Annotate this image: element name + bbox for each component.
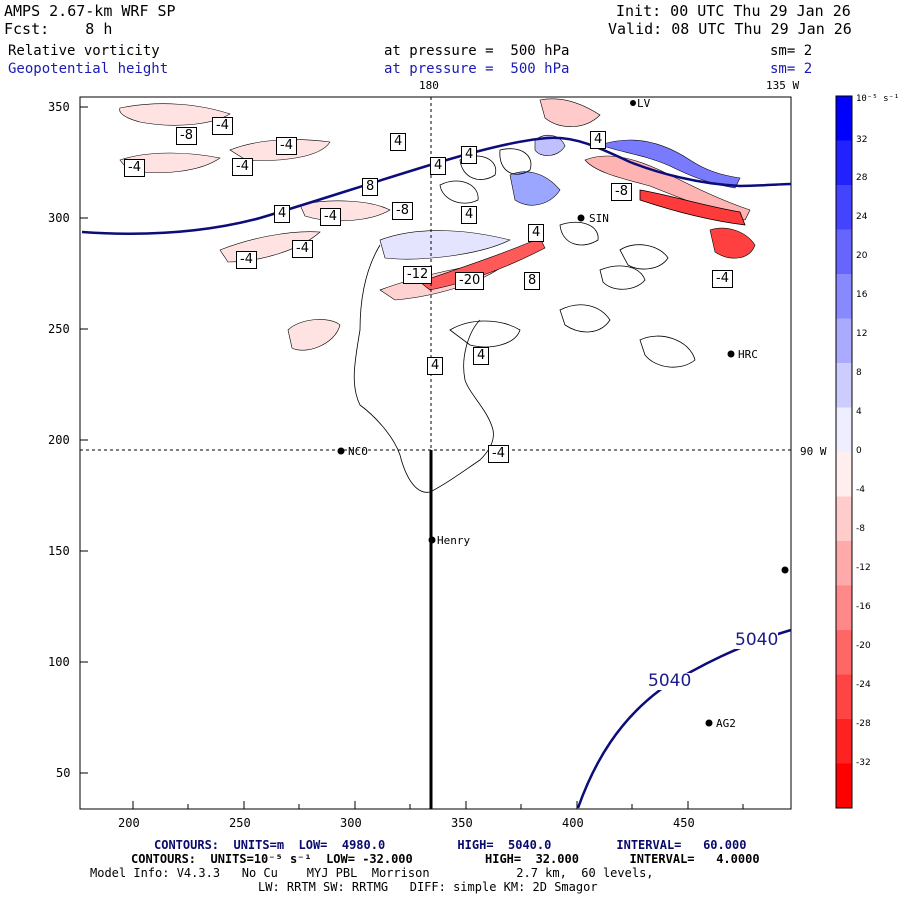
height-label-1: 5040 bbox=[648, 671, 692, 691]
footer-height-info: CONTOURS: UNITS=m LOW= 4980.0 HIGH= 5040… bbox=[154, 838, 747, 852]
x-tick-300: 300 bbox=[340, 816, 362, 830]
vort-label: -8 bbox=[611, 183, 632, 201]
station-ag2-label: AG2 bbox=[716, 717, 736, 730]
plot-frame bbox=[79, 96, 792, 810]
vort-label: 4 bbox=[528, 224, 545, 242]
footer-physics-info: LW: RRTM SW: RRTMG DIFF: simple KM: 2D S… bbox=[258, 880, 598, 894]
station-lv-label: LV bbox=[637, 97, 651, 110]
colorbar-tick-label: 12 bbox=[856, 329, 868, 340]
colorbar-tick-label: 32 bbox=[856, 134, 868, 145]
y-tick-250: 250 bbox=[48, 322, 70, 336]
vort-label: 4 bbox=[430, 157, 447, 175]
x-tick-250: 250 bbox=[229, 816, 251, 830]
vort-label: -4 bbox=[124, 159, 145, 177]
field1-name: Relative vorticity bbox=[8, 43, 160, 59]
model-title: AMPS 2.67-km WRF SP bbox=[4, 2, 176, 20]
vort-label: -4 bbox=[292, 240, 313, 258]
y-tick-150: 150 bbox=[48, 544, 70, 558]
vort-label: -8 bbox=[176, 127, 197, 145]
vort-label: 4 bbox=[461, 206, 478, 224]
height-label-2: 5040 bbox=[735, 630, 779, 650]
vort-label: -4 bbox=[712, 270, 733, 288]
axis-ticks bbox=[80, 106, 744, 809]
x-tick-450: 450 bbox=[673, 816, 695, 830]
station-henry-label: Henry bbox=[437, 534, 471, 547]
station-nco-marker[interactable] bbox=[337, 447, 345, 455]
colorbar-tick-label: -8 bbox=[856, 523, 865, 534]
vort-label: -20 bbox=[455, 272, 485, 290]
meridian-label-180: 180 bbox=[419, 79, 439, 92]
field1-smooth: sm= 2 bbox=[770, 43, 813, 59]
colorbar-tick-label: -12 bbox=[856, 562, 871, 573]
x-tick-400: 400 bbox=[562, 816, 584, 830]
forecast-hour: Fcst: 8 h bbox=[4, 20, 113, 38]
colorbar-tick-label: -32 bbox=[856, 757, 871, 768]
y-tick-300: 300 bbox=[48, 211, 70, 225]
field1-level: at pressure = 500 hPa bbox=[384, 43, 570, 59]
x-tick-350: 350 bbox=[451, 816, 473, 830]
station-sin-label: SIN bbox=[589, 212, 609, 225]
colorbar-units: 10⁻⁵ s⁻¹ bbox=[856, 94, 900, 104]
colorbar-tick-label: 24 bbox=[856, 212, 868, 223]
colorbar-tick-label: 20 bbox=[856, 251, 868, 262]
vort-label: 4 bbox=[427, 357, 444, 375]
init-time: Init: 00 UTC Thu 29 Jan 26 bbox=[616, 2, 851, 20]
vort-label: 4 bbox=[274, 205, 291, 223]
y-tick-100: 100 bbox=[48, 655, 70, 669]
vort-label: -4 bbox=[232, 158, 253, 176]
colorbar-tick-label: 8 bbox=[856, 368, 862, 379]
y-tick-50: 50 bbox=[56, 766, 71, 780]
vort-label: -8 bbox=[392, 202, 413, 220]
station-nco-label: NCO bbox=[348, 445, 368, 458]
colorbar-tick-label: 28 bbox=[856, 173, 868, 184]
vort-label: 8 bbox=[524, 272, 541, 290]
colorbar-tick-label: -4 bbox=[856, 484, 865, 495]
vort-label: 4 bbox=[461, 146, 478, 164]
field2-smooth: sm= 2 bbox=[770, 61, 813, 77]
footer-vort-info: CONTOURS: UNITS=10⁻⁵ s⁻¹ LOW= -32.000 HI… bbox=[131, 852, 760, 866]
field2-name: Geopotential height bbox=[8, 61, 169, 77]
colorbar-tick-label: -16 bbox=[856, 601, 871, 612]
colorbar-tick-label: -28 bbox=[856, 718, 871, 729]
colorbar-tick-label: 16 bbox=[856, 290, 868, 301]
footer-model-info: Model Info: V4.3.3 No Cu MYJ PBL Morriso… bbox=[90, 866, 654, 880]
colorbar-tick-label: -24 bbox=[856, 679, 871, 690]
valid-time: Valid: 08 UTC Thu 29 Jan 26 bbox=[608, 20, 852, 38]
station-hrc-marker[interactable] bbox=[727, 350, 735, 358]
station-lv-marker[interactable] bbox=[630, 100, 636, 106]
colorbar-tick-label: -20 bbox=[856, 640, 871, 651]
vort-label: -4 bbox=[276, 137, 297, 155]
vort-label: 4 bbox=[590, 131, 607, 149]
station-edge-marker[interactable] bbox=[781, 566, 789, 574]
station-henry-marker[interactable] bbox=[428, 536, 436, 544]
x-tick-200: 200 bbox=[118, 816, 140, 830]
vort-label: -4 bbox=[320, 208, 341, 226]
station-hrc-label: HRC bbox=[738, 348, 758, 361]
station-markers bbox=[337, 100, 789, 727]
vort-label: -4 bbox=[488, 445, 509, 463]
vort-label: 4 bbox=[390, 133, 407, 151]
meridian-label-90w: 90 W bbox=[800, 445, 827, 458]
colorbar-tick-label: 0 bbox=[856, 446, 862, 456]
station-ag2-marker[interactable] bbox=[705, 719, 713, 727]
vort-label: -4 bbox=[236, 251, 257, 269]
meridian-label-135w: 135 W bbox=[766, 79, 800, 92]
vort-label: 8 bbox=[362, 178, 379, 196]
y-tick-350: 350 bbox=[48, 100, 70, 114]
reference-lines bbox=[80, 97, 791, 809]
y-tick-200: 200 bbox=[48, 433, 70, 447]
vort-label: -4 bbox=[212, 117, 233, 135]
vort-label: -12 bbox=[403, 266, 433, 284]
field2-level: at pressure = 500 hPa bbox=[384, 61, 570, 77]
station-sin-marker[interactable] bbox=[577, 214, 585, 222]
vort-label: 4 bbox=[473, 347, 490, 365]
colorbar-tick-label: 4 bbox=[856, 407, 862, 418]
